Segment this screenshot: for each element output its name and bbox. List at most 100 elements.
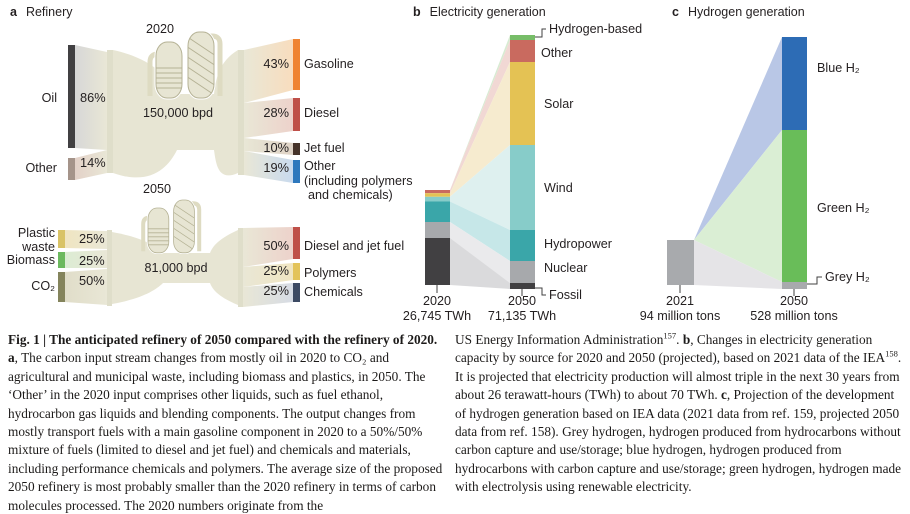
plastic-waste-bar: [58, 230, 65, 248]
caption-right-seg4: . It is projected that electricity produ…: [455, 350, 902, 403]
jet-fuel-flow: [244, 138, 293, 155]
green-h2-label: Green H₂: [817, 201, 870, 215]
other-input-bar: [68, 158, 75, 180]
wind-label: Wind: [544, 181, 573, 195]
fossil-2020-segment: [425, 238, 450, 285]
elec-2050-year: 2050: [508, 294, 536, 308]
diesel-label: Diesel: [304, 106, 339, 120]
fossil-label: Fossil: [549, 288, 582, 302]
refinery-2020-year-label: 2020: [146, 22, 174, 36]
hydrogen-callout-line: [535, 28, 546, 38]
solar-2050-segment: [510, 62, 535, 145]
other-output-pct: 19%: [263, 160, 289, 175]
caption-left: Fig. 1 | The anticipated refinery of 205…: [8, 331, 446, 514]
wind-2050-segment: [510, 145, 535, 230]
other-input-flow: [75, 150, 107, 180]
elec-other-2050-segment: [510, 40, 535, 62]
gasoline-label: Gasoline: [304, 57, 354, 71]
diesel-jet-label: Diesel and jet fuel: [304, 239, 404, 253]
biomass-pct: 25%: [79, 253, 105, 268]
oil-flow: [75, 45, 107, 150]
nuclear-2020-segment: [425, 222, 450, 238]
panel-c-title: Hydrogen generation: [687, 5, 805, 19]
other-output-flow: [244, 151, 293, 183]
panel-a-letter: a: [10, 5, 17, 19]
caption-right-seg5: , Projection of the development of hydro…: [455, 387, 902, 495]
polymers-pct: 25%: [263, 263, 289, 278]
chemicals-flow: [243, 283, 293, 307]
solar-label: Solar: [544, 97, 573, 111]
diesel-bar: [293, 98, 300, 131]
refinery-icon-2050: [143, 200, 199, 253]
funnel-neck-2050: [160, 253, 212, 283]
collector-right-2050: [238, 228, 243, 307]
jet-fuel-bar: [293, 143, 300, 155]
co2-flow: [65, 269, 107, 305]
diesel-pct: 28%: [263, 105, 289, 120]
plastic-waste-label-2: waste: [21, 240, 55, 254]
other-output-bar: [293, 160, 300, 183]
caption-panel-a-ref: a: [8, 350, 15, 366]
h2-2050-total: 528 million tons: [750, 309, 838, 323]
diesel-jet-bar: [293, 227, 300, 259]
elec-other-flow: [450, 40, 510, 194]
other-input-pct: 14%: [80, 155, 106, 170]
plastic-waste-pct: 25%: [79, 231, 105, 246]
polymers-flow: [243, 263, 293, 287]
oil-input-bar: [68, 45, 75, 148]
solar-flow: [450, 62, 510, 197]
elec-2020-year: 2020: [423, 294, 451, 308]
elec-other-2020-segment: [425, 190, 450, 194]
diesel-jet-flow: [243, 227, 293, 267]
hydrogen-2050-segment: [510, 35, 535, 40]
hydropower-2050-segment: [510, 230, 535, 261]
diesel-jet-pct: 50%: [263, 238, 289, 253]
caption-right-seg1: US Energy Information Administration: [455, 332, 664, 347]
caption-right-seg2: .: [676, 332, 683, 347]
grey-h2-2050-segment: [782, 282, 807, 289]
hydrogen-label: Hydrogen-based: [549, 22, 642, 36]
nuclear-2050-segment: [510, 261, 535, 283]
green-h2-flow: [694, 130, 782, 282]
blue-h2-label: Blue H₂: [817, 61, 860, 75]
refinery-2050-capacity: 81,000 bpd: [144, 261, 207, 275]
polymers-label: Polymers: [304, 266, 356, 280]
panel-b-letter: b: [413, 5, 421, 19]
elec-other-label: Other: [541, 46, 573, 60]
collector-left-2020: [107, 50, 113, 173]
other-output-label-3: and chemicals): [308, 188, 393, 202]
chemicals-pct: 25%: [263, 283, 289, 298]
blue-h2-2050-segment: [782, 37, 807, 130]
hydropower-label: Hydropower: [544, 237, 612, 251]
caption-figure-lead: Fig. 1 | The anticipated refinery of 205…: [8, 332, 438, 347]
elec-2020-total: 26,745 TWh: [403, 309, 471, 323]
hydropower-flow: [450, 201, 510, 261]
biomass-bar: [58, 252, 65, 268]
oil-pct: 86%: [80, 90, 106, 105]
funnel-right-2050: [210, 230, 238, 305]
biomass-flow: [65, 250, 107, 268]
grey-h2-callout-line: [807, 276, 822, 285]
co2-label: CO₂: [31, 279, 55, 293]
gasoline-bar: [293, 39, 300, 90]
plastic-waste-label-1: Plastic: [18, 226, 55, 240]
hydrogen-elec-flow: [450, 35, 510, 190]
gasoline-pct: 43%: [263, 56, 289, 71]
solar-2020-segment: [425, 193, 450, 197]
other-output-label-2: (including polymers: [304, 174, 413, 188]
grey-h2-flow: [694, 240, 782, 289]
jet-fuel-label: Jet fuel: [304, 141, 345, 155]
other-output-label-1: Other: [304, 159, 336, 173]
panel-c-letter: c: [672, 5, 679, 19]
caption-left-body: , The carbon input stream changes from m…: [8, 350, 443, 513]
refinery-icon-2020: [150, 32, 220, 98]
funnel-neck-2020: [174, 94, 216, 150]
wind-2020-segment: [425, 196, 450, 202]
h2-2021-total: 94 million tons: [640, 309, 721, 323]
green-h2-2050-segment: [782, 130, 807, 282]
panel-a-chart: 2020 150,000 bpd Oil 86% Other 14% 43% 2…: [7, 22, 413, 307]
grey-h2-2021-segment: [667, 240, 694, 285]
collector-left-2050: [107, 230, 112, 306]
elec-2050-total: 71,135 TWh: [488, 309, 556, 323]
